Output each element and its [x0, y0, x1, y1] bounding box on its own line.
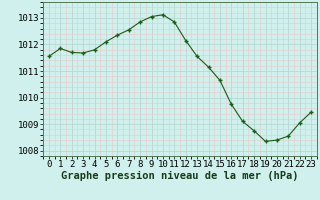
X-axis label: Graphe pression niveau de la mer (hPa): Graphe pression niveau de la mer (hPa) — [61, 171, 299, 181]
